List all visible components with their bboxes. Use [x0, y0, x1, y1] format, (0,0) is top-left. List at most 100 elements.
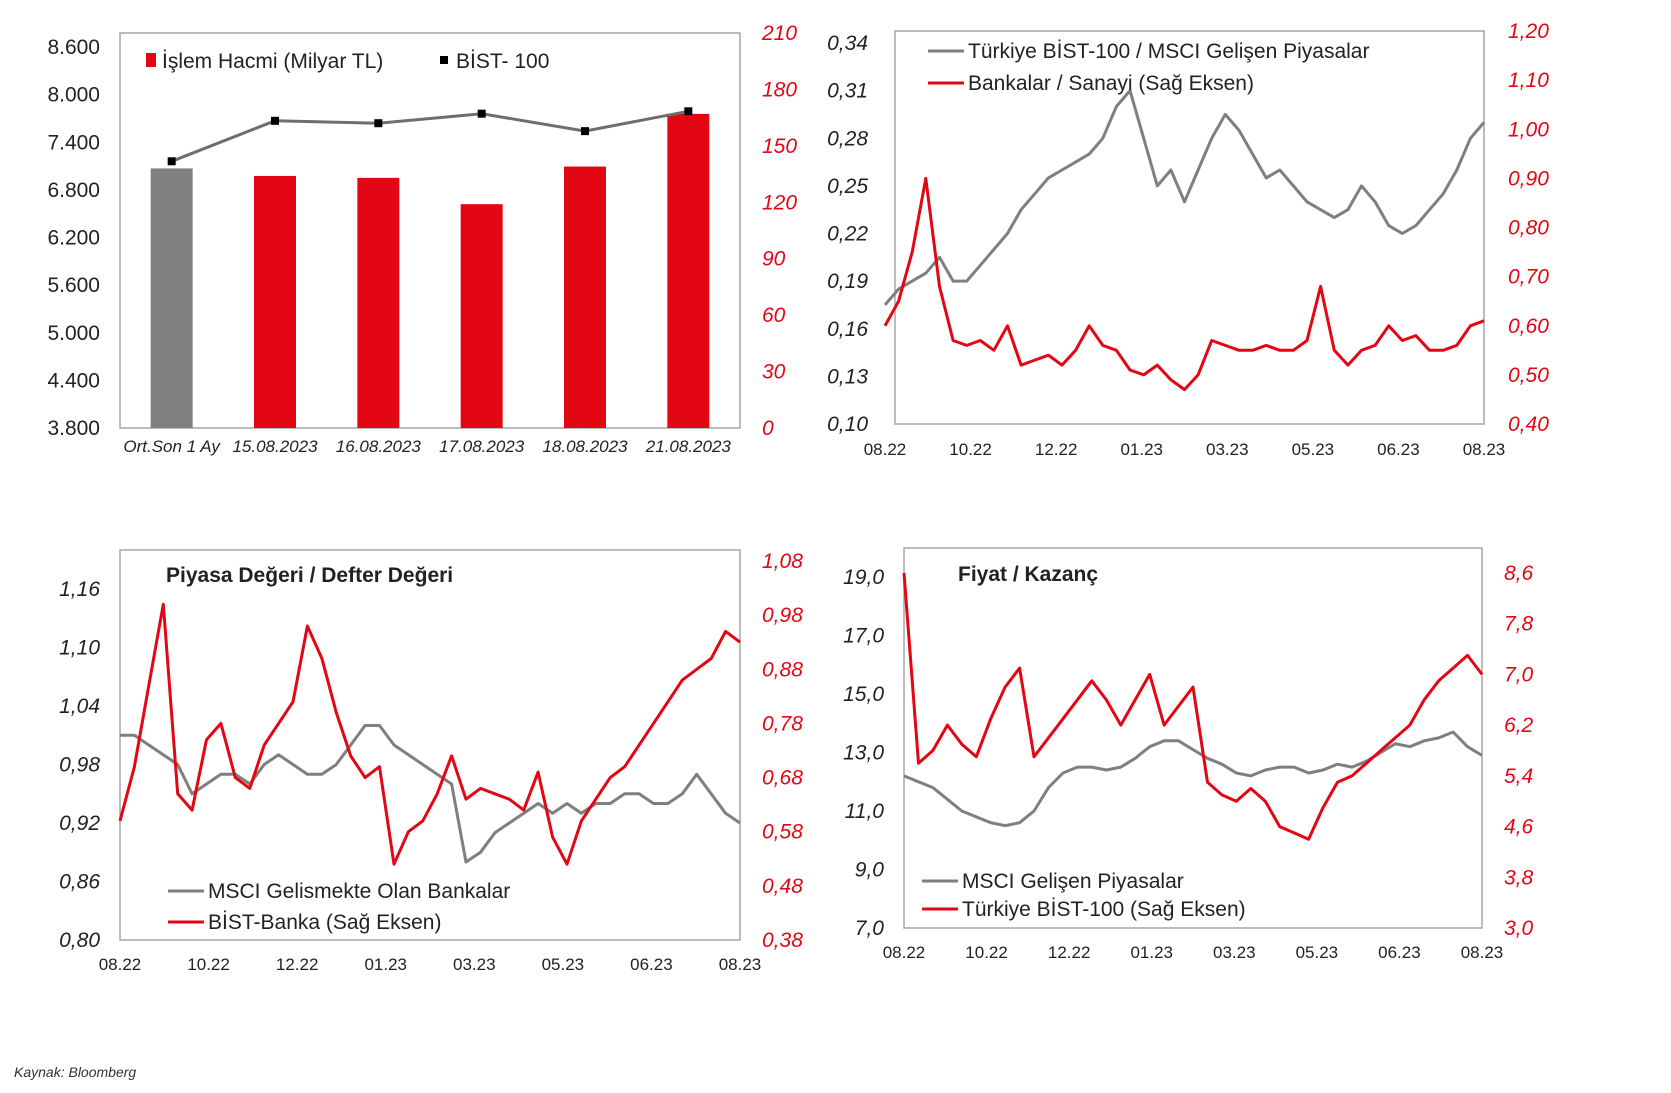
y-left-tick-label: 4.400: [47, 369, 100, 392]
line-marker: [271, 116, 279, 125]
y-left-tick-label: 0,80: [59, 929, 100, 952]
chart-price-to-earnings: 7,0 9,0 11,0 13,0 15,0 17,0 19,0 3,0 3,8 4,6 5,4 6,…: [843, 547, 1534, 962]
y-right-tick-label: 4,6: [1504, 816, 1534, 839]
y-left-tick-label: 0,19: [827, 270, 868, 293]
x-tick-label: 06.23: [1378, 943, 1421, 962]
y-right-tick-label: 0,40: [1508, 413, 1549, 436]
bar: [667, 113, 710, 428]
x-tick-label: 12.22: [1035, 440, 1078, 459]
legend-label: Türkiye BİST-100 / MSCI Gelişen Piyasala…: [968, 40, 1369, 63]
x-tick-label: 01.23: [1120, 440, 1163, 459]
series-line-right: [118, 602, 741, 866]
y-left-tick-label: 0,16: [827, 318, 868, 341]
line-marker: [684, 107, 693, 116]
y-right-tick-label: 30: [762, 361, 786, 384]
y-left-tick-label: 6.200: [47, 227, 100, 250]
x-tick-label: 21.08.2023: [645, 437, 732, 456]
y-right-tick-label: 0,88: [762, 658, 803, 681]
x-tick-label: 06.23: [630, 955, 673, 974]
y-right-tick-label: 0,98: [762, 604, 803, 627]
y-left-tick-label: 0,86: [59, 871, 100, 894]
y-right-tick-label: 8,6: [1504, 562, 1534, 585]
y-right-tick-label: 3,8: [1504, 866, 1534, 889]
y-right-tick-label: 90: [762, 248, 786, 271]
x-tick-label: 01.23: [1130, 943, 1173, 962]
y-left-tick-label: 17,0: [843, 625, 884, 648]
legend-label: BİST-Banka (Sağ Eksen): [208, 911, 441, 934]
y-right-tick-label: 150: [762, 135, 797, 158]
y-left-tick-label: 0,92: [59, 812, 100, 835]
x-tick-label: 03.23: [453, 955, 496, 974]
x-tick-label: 08.22: [864, 440, 907, 459]
y-right-tick-label: 3,0: [1504, 917, 1534, 940]
y-right-tick-label: 0,90: [1508, 167, 1549, 190]
x-tick-label: Ort.Son 1 Ay: [123, 437, 221, 456]
line-marker: [167, 157, 176, 166]
y-left-tick-label: 0,13: [827, 365, 868, 388]
y-left-tick-label: 15,0: [843, 683, 884, 706]
source-note: Kaynak: Bloomberg: [14, 1064, 137, 1080]
chart-title: Piyasa Değeri / Defter Değeri: [166, 564, 453, 587]
x-tick-label: 05.23: [1292, 440, 1335, 459]
series-line-bist100: [171, 109, 689, 163]
chart-price-to-book: 0,80 0,86 0,92 0,98 1,04 1,10 1,16 0,38 0,48 0,58…: [59, 549, 803, 974]
x-tick-label: 15.08.2023: [232, 437, 318, 456]
y-left-tick-label: 0,22: [827, 223, 868, 246]
plot-frame: [903, 547, 1483, 929]
y-right-tick-label: 180: [762, 78, 797, 101]
x-tick-label: 17.08.2023: [439, 437, 525, 456]
y-left-tick-label: 9,0: [855, 859, 885, 882]
y-right-tick-label: 0,70: [1508, 266, 1549, 289]
y-left-tick-label: 0,34: [827, 32, 868, 55]
x-tick-label: 05.23: [1296, 943, 1339, 962]
y-left-tick-label: 1,16: [59, 578, 100, 601]
y-right-tick-label: 1,20: [1508, 20, 1549, 43]
x-tick-label: 08.22: [883, 943, 926, 962]
y-right-tick-label: 0,48: [762, 875, 803, 898]
x-tick-label: 16.08.2023: [336, 437, 422, 456]
x-tick-label: 10.22: [187, 955, 230, 974]
legend-label: Bankalar / Sanayi (Sağ Eksen): [968, 72, 1254, 95]
legend-label: Türkiye BİST-100 (Sağ Eksen): [962, 898, 1246, 921]
x-tick-label: 18.08.2023: [542, 437, 628, 456]
bar: [460, 204, 503, 428]
x-tick-label: 12.22: [1048, 943, 1091, 962]
legend-label-bist100: BİST- 100: [456, 50, 549, 73]
y-left-tick-label: 11,0: [845, 800, 885, 823]
y-right-tick-label: 0,38: [762, 929, 803, 952]
bar: [150, 168, 193, 428]
y-right-tick-label: 0,80: [1508, 217, 1549, 240]
y-left-tick-label: 8.000: [47, 84, 100, 107]
y-left-tick-label: 5.600: [47, 274, 100, 297]
plot-frame: [119, 32, 741, 429]
y-right-tick-label: 1,08: [762, 550, 803, 573]
y-right-tick-label: 120: [762, 191, 797, 214]
x-tick-label: 08.23: [1461, 943, 1504, 962]
plot-frame: [119, 549, 741, 941]
x-tick-label: 08.23: [1463, 440, 1506, 459]
y-left-tick-label: 0,98: [59, 754, 100, 777]
legend-label: MSCI Gelismekte Olan Bankalar: [208, 880, 510, 903]
y-left-tick-label: 1,10: [59, 637, 100, 660]
bar: [254, 175, 296, 428]
series-line-left: [883, 89, 1486, 306]
y-right-tick-label: 1,00: [1508, 118, 1549, 141]
y-left-tick-label: 3.800: [47, 417, 100, 440]
line-marker: [374, 119, 383, 128]
chart-relative-performance: 0,10 0,13 0,16 0,19 0,22 0,25 0,28 0,31 0,34 0,40…: [827, 20, 1549, 459]
x-tick-label: 03.23: [1206, 440, 1249, 459]
series-line-left: [903, 730, 1483, 828]
x-tick-label: 06.23: [1377, 440, 1420, 459]
y-right-tick-label: 0: [762, 417, 774, 440]
y-right-tick-label: 5,4: [1504, 765, 1533, 788]
y-left-tick-label: 0,25: [827, 175, 868, 198]
y-left-tick-label: 7.400: [47, 131, 100, 154]
x-tick-label: 05.23: [542, 955, 585, 974]
y-right-tick-label: 60: [762, 304, 786, 327]
bar: [357, 177, 400, 428]
series-line-right: [902, 572, 1484, 841]
y-left-tick-label: 13,0: [843, 742, 884, 765]
y-right-tick-label: 0,78: [762, 712, 803, 735]
y-right-tick-label: 0,60: [1508, 315, 1549, 338]
y-left-tick-label: 5.000: [47, 322, 100, 345]
